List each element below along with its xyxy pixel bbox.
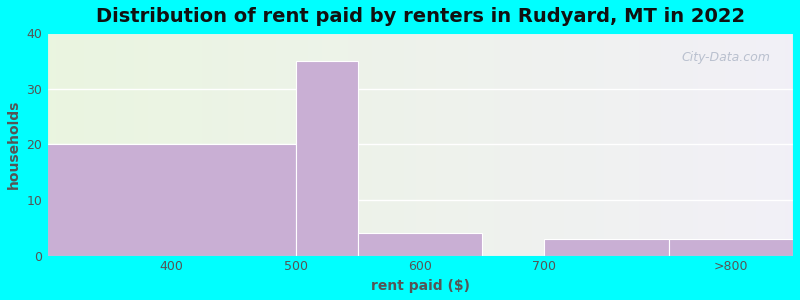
Bar (669, 239, 793, 256)
Bar (47, 144, 296, 256)
X-axis label: rent paid ($): rent paid ($) (370, 279, 470, 293)
Bar (296, 61, 358, 256)
Bar (545, 239, 669, 256)
Title: Distribution of rent paid by renters in Rudyard, MT in 2022: Distribution of rent paid by renters in … (95, 7, 745, 26)
Y-axis label: households: households (7, 100, 21, 189)
Bar (358, 233, 482, 256)
Text: City-Data.com: City-Data.com (682, 51, 770, 64)
